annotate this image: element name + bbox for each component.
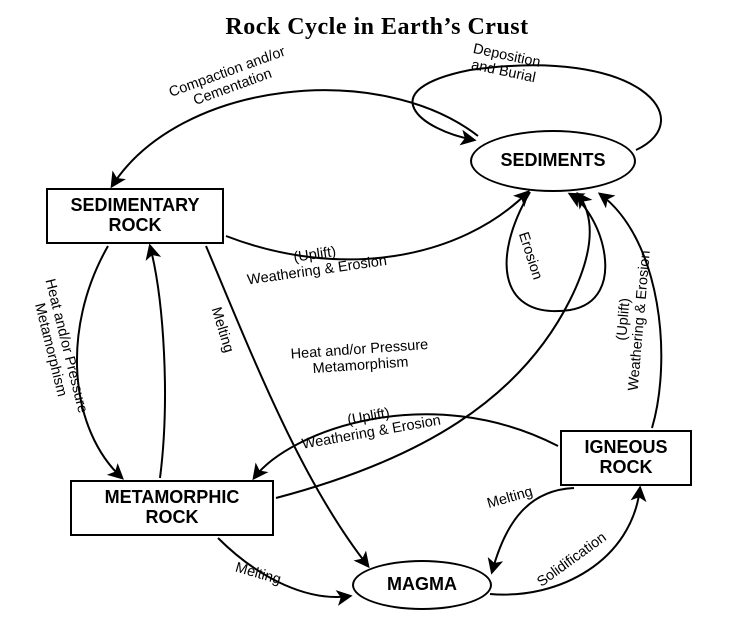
edge-label-6: Melting bbox=[207, 305, 236, 354]
edge-label-3: Erosion bbox=[515, 230, 546, 282]
edge-label-12: Melting bbox=[233, 560, 282, 588]
edge-label-7: Heat and/or Pressure Metamorphism bbox=[290, 337, 430, 379]
edge-label-4: Heat and/or Pressure Metamorphism bbox=[26, 277, 91, 419]
node-sediments: SEDIMENTS bbox=[470, 130, 636, 192]
edge-label-9: (Uplift) Weathering & Erosion bbox=[610, 248, 655, 391]
edge-label-2: (Uplift) Weathering & Erosion bbox=[244, 237, 388, 289]
rock-cycle-diagram: Rock Cycle in Earth’s Crust SEDIMENTARYR… bbox=[0, 0, 754, 644]
node-magma: MAGMA bbox=[352, 560, 492, 610]
edge-label-11: Solidification bbox=[534, 530, 609, 591]
edge-label-0: Compaction and/or Cementation bbox=[167, 44, 293, 116]
edge-label-1: Deposition and Burial bbox=[468, 41, 542, 87]
edge-metamorphic-sedimentary bbox=[150, 246, 165, 478]
node-sedimentary-rock: SEDIMENTARYROCK bbox=[46, 188, 224, 244]
edge-label-8: (Uplift) Weathering & Erosion bbox=[298, 397, 442, 453]
diagram-title: Rock Cycle in Earth’s Crust bbox=[0, 14, 754, 41]
edge-sediments-sedimentary bbox=[112, 90, 478, 186]
edge-label-10: Melting bbox=[485, 484, 534, 512]
edge-sedimentary-metamorphic bbox=[77, 246, 122, 478]
node-igneous-rock: IGNEOUSROCK bbox=[560, 430, 692, 486]
node-metamorphic-rock: METAMORPHICROCK bbox=[70, 480, 274, 536]
